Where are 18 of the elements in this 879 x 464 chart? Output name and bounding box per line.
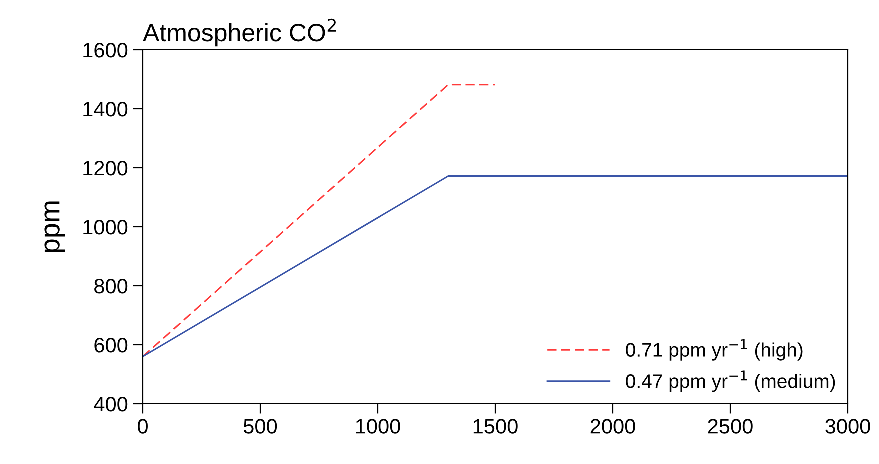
y-tick-label: 400 (94, 397, 128, 412)
y-tick-label: 1400 (84, 102, 128, 117)
x-tick-label: 1500 (474, 419, 518, 434)
x-tick-label: 2000 (590, 419, 636, 434)
legend-label: 0.47 ppm yr$^{−1}$ (medium) (626, 370, 836, 392)
y-tick-label: 1000 (84, 220, 128, 235)
x-tick-label: 2500 (708, 419, 753, 434)
chart-title: Atmospheric CO$^{2}$ (143, 18, 336, 47)
y-axis-title: ppm (44, 202, 66, 252)
x-tick-label: 1000 (356, 419, 400, 434)
x-tick-label: 500 (244, 419, 278, 434)
y-tick-label: 1200 (84, 161, 128, 176)
y-tick-label: 1600 (84, 43, 128, 58)
x-tick-label: 3000 (826, 419, 870, 434)
y-tick-label: 800 (94, 279, 128, 294)
x-tick-label: 0 (138, 419, 148, 434)
y-tick-label: 600 (94, 338, 128, 353)
legend-label: 0.71 ppm yr$^{−1}$ (high) (626, 339, 803, 361)
